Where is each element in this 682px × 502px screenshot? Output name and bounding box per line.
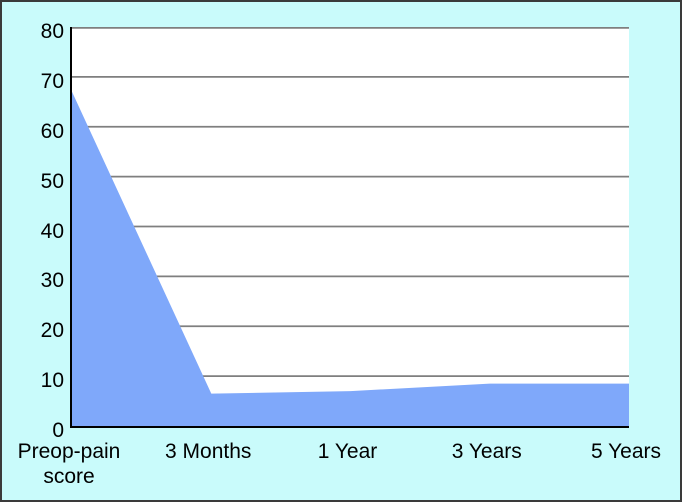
y-axis-tick-label: 60 (40, 119, 64, 143)
x-axis-category-label: 5 Years (590, 440, 662, 463)
y-axis-tick-label: 30 (40, 269, 64, 293)
plot-area (70, 27, 629, 428)
x-axis-category-label: 3 Years (451, 440, 522, 463)
y-axis-tick-label: 10 (40, 369, 64, 393)
y-axis-tick-label: 20 (40, 319, 64, 343)
x-axis-category-label: 3 Months (165, 440, 252, 463)
x-axis-category-label: 1 Year (317, 440, 378, 463)
area-chart-svg (72, 27, 629, 426)
y-axis-tick-label: 70 (40, 69, 64, 93)
y-axis-tick-label: 40 (40, 219, 64, 243)
y-axis-tick-label: 80 (40, 20, 64, 43)
y-axis-tick-label: 50 (40, 169, 64, 193)
x-axis-category-label: Preop-pain score (17, 440, 121, 488)
y-axis-tick-label: 0 (52, 419, 64, 442)
area-series (72, 91, 629, 426)
